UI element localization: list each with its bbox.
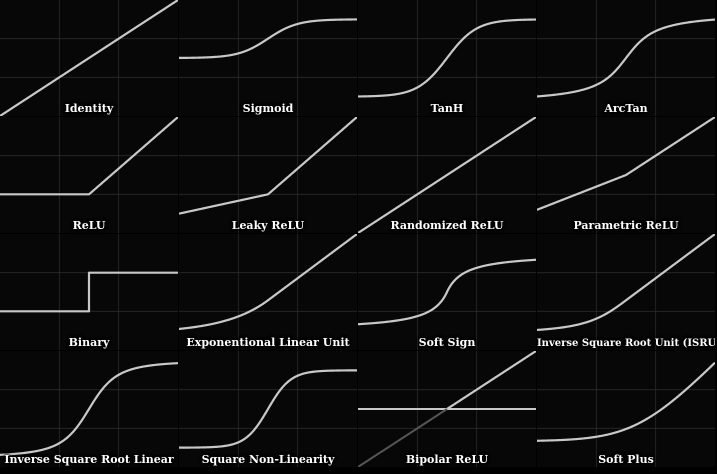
- chart-panel-binary: Binary: [0, 234, 178, 350]
- chart-panel-tanh: TanH: [358, 0, 536, 116]
- chart-title: Bipolar ReLU: [405, 453, 489, 466]
- chart-title: Leaky ReLU: [231, 219, 305, 232]
- curve-softsign: [358, 258, 536, 326]
- curve-randomized-relu: [358, 117, 536, 233]
- chart-panel-identity: Identity: [0, 0, 178, 116]
- chart-title: Soft Sign: [418, 336, 476, 349]
- chart-title: Soft Plus: [598, 453, 654, 466]
- chart-panel-arctan: ArcTan: [537, 0, 715, 116]
- curve-negative-branch: [358, 408, 448, 467]
- curve-binary: [0, 271, 178, 313]
- chart-svg: [537, 117, 715, 233]
- chart-panel-sqnl: Square Non-Linearity: [179, 351, 357, 467]
- chart-title: Binary: [68, 336, 110, 349]
- chart-title: Parametric ReLU: [573, 219, 679, 232]
- chart-panel-isru: Inverse Square Root Unit (ISRU): [537, 234, 715, 350]
- curve-elu: [179, 234, 357, 331]
- curve-softplus: [537, 361, 715, 442]
- curve-isru: [537, 234, 715, 332]
- chart-title: Square Non-Linearity: [201, 453, 335, 466]
- chart-svg: [537, 351, 715, 467]
- chart-svg: [358, 234, 536, 350]
- chart-panel-isrl: Inverse Square Root Linear: [0, 351, 178, 467]
- chart-svg: [0, 117, 178, 233]
- chart-title: TanH: [430, 102, 464, 115]
- chart-svg: [179, 234, 357, 350]
- chart-svg: [537, 0, 715, 116]
- chart-panel-relu: ReLU: [0, 117, 178, 233]
- curve-tanh: [358, 18, 536, 98]
- chart-title: ArcTan: [604, 102, 648, 115]
- chart-title: Randomized ReLU: [390, 219, 504, 232]
- chart-title: Sigmoid: [242, 102, 294, 115]
- chart-panel-sigmoid: Sigmoid: [179, 0, 357, 116]
- chart-svg: [179, 0, 357, 116]
- chart-panel-elu: Exponentional Linear Unit: [179, 234, 357, 350]
- chart-svg: [0, 0, 178, 116]
- chart-svg: [358, 117, 536, 233]
- curve-parametric-relu: [537, 117, 715, 211]
- curve-sigmoid: [179, 18, 357, 59]
- chart-panel-softsign: Soft Sign: [358, 234, 536, 350]
- curve-leaky-relu: [179, 117, 357, 215]
- chart-svg: [179, 117, 357, 233]
- chart-title: Inverse Square Root Unit (ISRU): [537, 338, 715, 349]
- curve-identity: [0, 0, 178, 116]
- chart-panel-leaky-relu: Leaky ReLU: [179, 117, 357, 233]
- chart-title: Inverse Square Root Linear: [4, 453, 174, 466]
- chart-svg: [537, 234, 715, 350]
- chart-title: Identity: [64, 102, 114, 115]
- curve-sqnl: [179, 369, 357, 449]
- chart-panel-bipolar-relu: Bipolar ReLU: [358, 351, 536, 467]
- chart-panel-softplus: Soft Plus: [537, 351, 715, 467]
- curve-isrl: [0, 362, 178, 456]
- chart-svg: [358, 351, 536, 467]
- chart-svg: [0, 351, 178, 467]
- chart-title: ReLU: [72, 219, 106, 232]
- curve-relu: [0, 117, 178, 196]
- chart-panel-parametric-relu: Parametric ReLU: [537, 117, 715, 233]
- chart-svg: [0, 234, 178, 350]
- curve-arctan: [537, 18, 715, 98]
- curve-bipolar-relu: [446, 351, 536, 410]
- chart-svg: [358, 0, 536, 116]
- chart-svg: [179, 351, 357, 467]
- chart-panel-randomized-relu: Randomized ReLU: [358, 117, 536, 233]
- chart-title: Exponentional Linear Unit: [186, 336, 350, 349]
